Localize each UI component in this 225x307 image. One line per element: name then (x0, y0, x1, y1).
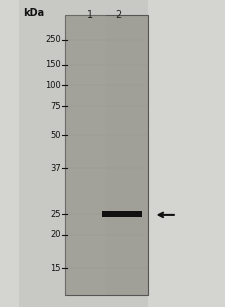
Text: 15: 15 (50, 263, 61, 273)
Bar (65, 294, 148, 307)
Text: 25: 25 (50, 210, 61, 219)
Text: kDa: kDa (24, 8, 45, 18)
Bar (19, 0, 65, 307)
Bar (65, 0, 148, 15)
Text: 75: 75 (50, 102, 61, 111)
Bar (65, 15, 106, 294)
Bar (102, 211, 142, 217)
Text: 50: 50 (50, 131, 61, 140)
Text: 250: 250 (45, 35, 61, 44)
Text: 2: 2 (116, 10, 122, 20)
Text: 150: 150 (45, 60, 61, 69)
Text: 20: 20 (50, 230, 61, 239)
Text: 37: 37 (50, 164, 61, 173)
Bar (65, 15, 148, 294)
Text: 100: 100 (45, 81, 61, 90)
Bar (148, 0, 206, 307)
Text: 1: 1 (87, 10, 93, 20)
